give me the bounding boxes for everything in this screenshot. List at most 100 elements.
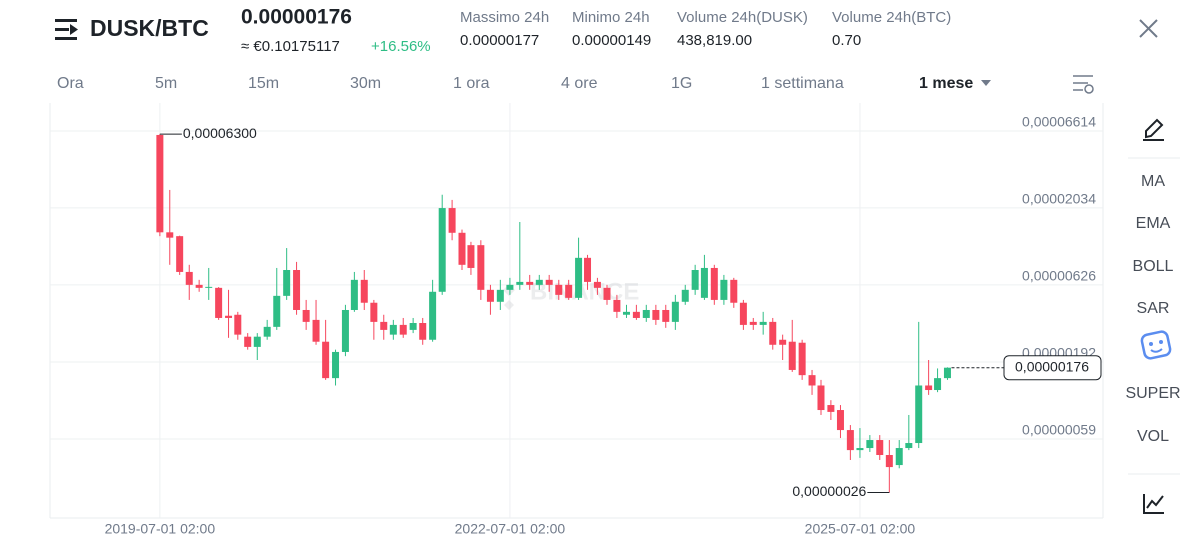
indicator[interactable]: SAR	[1137, 300, 1170, 317]
indicator[interactable]: MA	[1141, 173, 1165, 190]
candle-body	[185, 271, 193, 285]
chart-type-icon[interactable]	[1143, 494, 1164, 514]
candle-body	[506, 284, 514, 290]
candle-body	[788, 341, 796, 370]
candle-body	[555, 284, 563, 295]
change: +16.56%	[371, 38, 431, 55]
candle-body	[739, 302, 747, 325]
indicator[interactable]: BOLL	[1133, 258, 1174, 275]
candle-body	[244, 336, 252, 347]
last-price-label: 0,00000176	[1015, 358, 1089, 374]
candle-body	[603, 287, 611, 300]
candle-body	[749, 321, 757, 325]
candle-body	[293, 270, 301, 310]
candle-body	[934, 378, 942, 391]
candle-body	[360, 279, 368, 303]
x-tick-label: 2019-07-01 02:00	[105, 521, 216, 537]
chart-frame	[49, 103, 1104, 519]
timeframe-tab[interactable]: 1 mese	[919, 75, 973, 92]
candle-body	[225, 315, 233, 318]
candle-body	[545, 279, 553, 285]
dropdown-arrow[interactable]	[981, 80, 991, 86]
indicator[interactable]: VOL	[1137, 428, 1169, 445]
stat-value: 0.00000177	[460, 32, 539, 49]
settings-icon[interactable]	[1073, 75, 1094, 94]
indicator[interactable]: EMA	[1136, 215, 1171, 232]
candle-body	[925, 385, 933, 391]
y-tick-label: 0,00000059	[1022, 422, 1096, 438]
candle-body	[234, 314, 242, 335]
candle-body	[885, 455, 893, 468]
menu-icon[interactable]	[55, 19, 78, 40]
stat-value: 438,819.00	[677, 32, 752, 49]
candle-body	[769, 321, 777, 345]
candle-body	[399, 324, 407, 335]
fiat-price: ≈ €0.10175117	[241, 38, 340, 55]
candle-body	[477, 245, 485, 290]
candle-body	[584, 257, 592, 282]
indicator[interactable]: SUPER	[1125, 385, 1180, 402]
timeframe-tab[interactable]: 1 settimana	[761, 75, 844, 92]
candle-body	[283, 270, 291, 296]
y-tick-label: 0,00000626	[1022, 268, 1096, 284]
annotation-label: 0,00006300	[183, 125, 257, 141]
candle-body	[856, 448, 864, 451]
candle-body	[808, 375, 816, 386]
candle-body	[817, 385, 825, 411]
candle-body	[613, 299, 621, 312]
candle-body	[273, 295, 281, 327]
candle-body	[671, 301, 679, 322]
candle-body	[263, 326, 271, 337]
candle-body	[526, 281, 534, 285]
candle-body	[535, 279, 543, 285]
candle-body	[389, 324, 397, 335]
candle-body	[622, 311, 630, 315]
candle-body	[895, 448, 903, 466]
timeframe-tab[interactable]: 30m	[350, 75, 381, 92]
timeframe-tab[interactable]: Ora	[57, 75, 84, 92]
draw-tool-icon[interactable]	[1143, 118, 1164, 141]
timeframe-tab[interactable]: 1 ora	[453, 75, 490, 92]
candle-body	[419, 323, 427, 340]
stat-value: 0.00000149	[572, 32, 651, 49]
candle-body	[730, 279, 738, 303]
candle-body	[467, 245, 475, 268]
timeframe-tab[interactable]: 1G	[671, 75, 692, 92]
candle-body	[486, 289, 494, 302]
candle-body	[691, 270, 699, 290]
candle-body	[876, 440, 884, 456]
last-price-box	[1003, 355, 1102, 381]
candle-body	[176, 236, 184, 272]
candle-body	[496, 289, 504, 302]
candle-body	[458, 232, 466, 265]
candle-body	[798, 342, 806, 376]
timeframe-tab[interactable]: 15m	[248, 75, 279, 92]
candle-body	[632, 311, 640, 318]
candle-body	[710, 267, 718, 300]
candle-body	[846, 430, 854, 451]
candle-body	[720, 279, 728, 300]
x-tick-label: 2022-07-01 02:00	[455, 521, 566, 537]
candle-body	[836, 410, 844, 431]
candle-body	[662, 309, 670, 322]
candle-body	[652, 309, 660, 320]
candle-body	[156, 134, 164, 233]
candle-body	[312, 319, 320, 342]
close-button[interactable]	[1139, 19, 1158, 38]
candle-body	[905, 443, 913, 449]
candle-body	[779, 339, 787, 345]
y-tick-label: 0,00006614	[1022, 114, 1096, 130]
candle-body	[700, 267, 708, 298]
candle-body	[575, 257, 583, 298]
timeframe-tab[interactable]: 4 ore	[561, 75, 598, 92]
candle-body	[341, 309, 349, 352]
candle-body	[215, 287, 223, 318]
timeframe-tab[interactable]: 5m	[155, 75, 177, 92]
candle-body	[253, 336, 261, 347]
candle-body	[429, 291, 437, 340]
stat-label: Volume 24h(DUSK)	[677, 9, 808, 26]
ai-indicator-icon[interactable]	[1140, 330, 1172, 360]
watermark: BINANCE	[503, 278, 639, 310]
